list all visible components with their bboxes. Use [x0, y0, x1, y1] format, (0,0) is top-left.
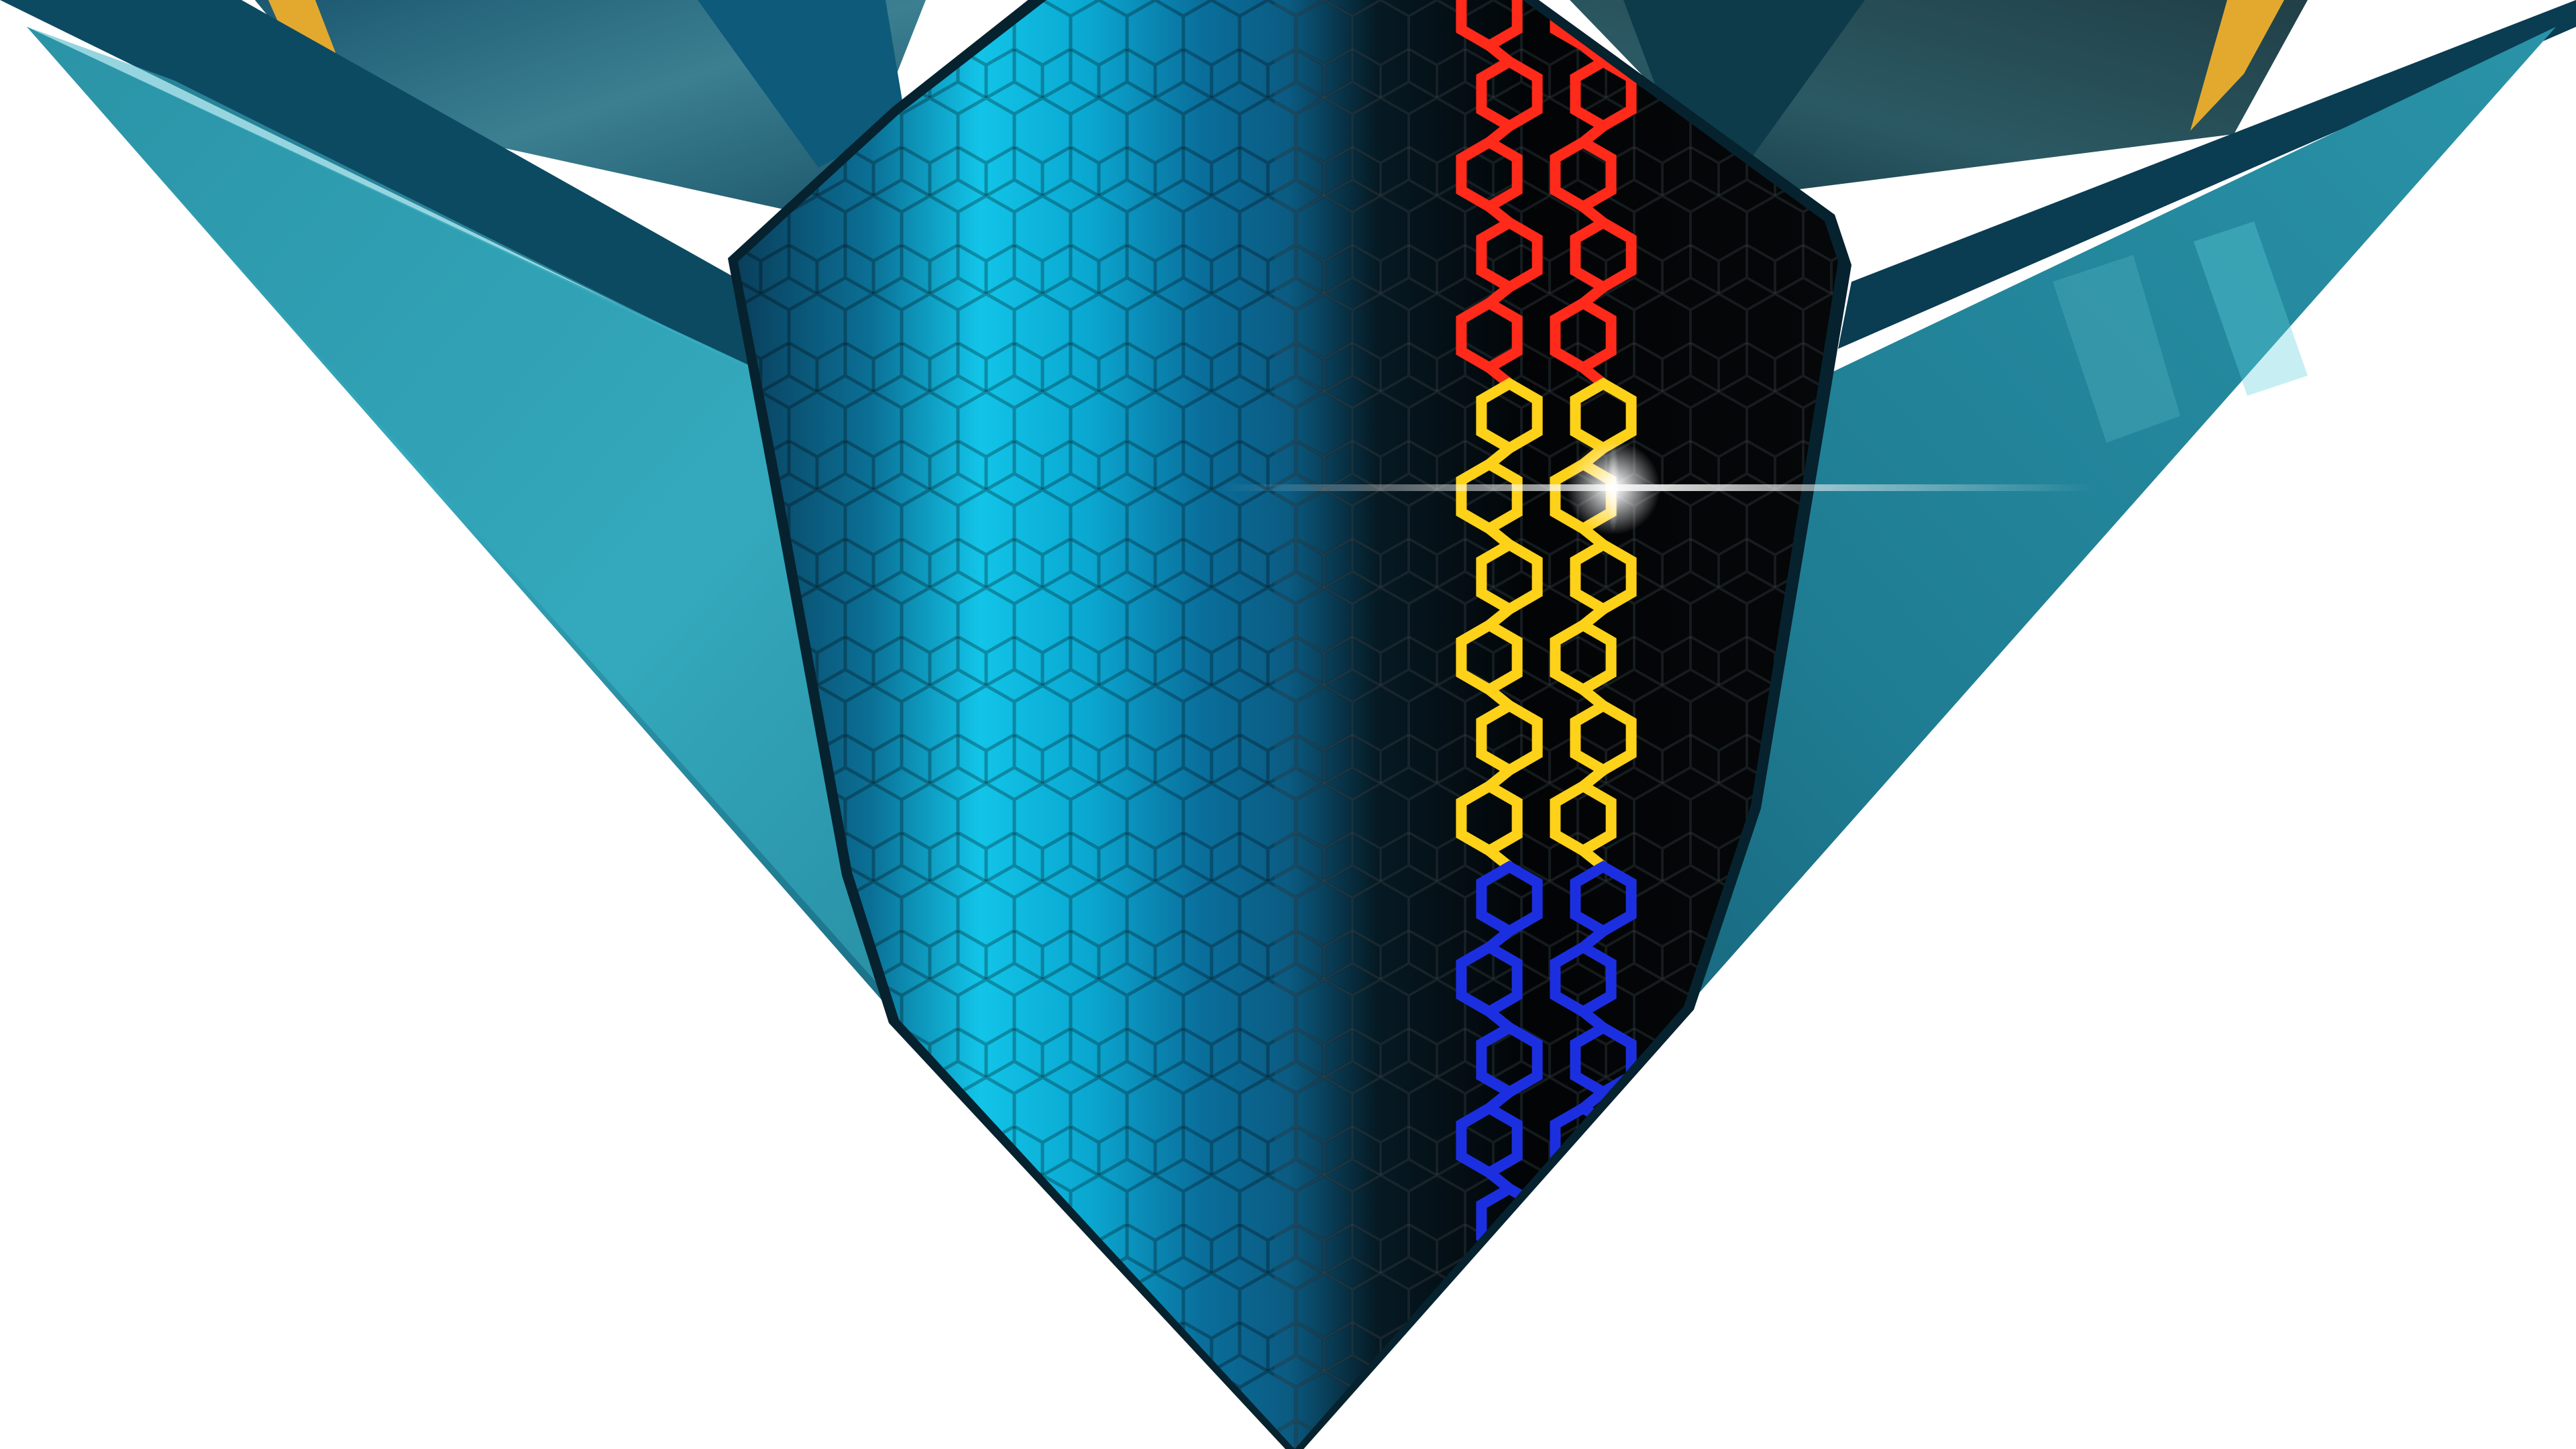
top-panels — [255, 0, 2308, 221]
lens-flare-sparkle — [1221, 441, 2093, 535]
hexagon-chain-motif — [1456, 0, 1637, 1274]
left-wing — [0, 0, 1295, 1449]
